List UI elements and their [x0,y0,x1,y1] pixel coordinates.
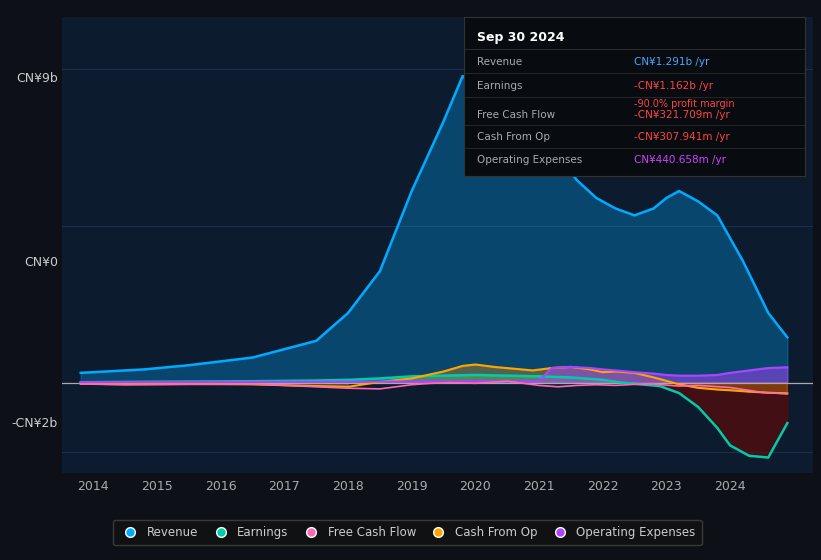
Text: -CN¥1.162b /yr: -CN¥1.162b /yr [635,81,713,91]
Text: -CN¥307.941m /yr: -CN¥307.941m /yr [635,132,730,142]
Text: -CN¥2b: -CN¥2b [11,417,57,431]
Text: Earnings: Earnings [478,81,523,91]
Text: -CN¥321.709m /yr: -CN¥321.709m /yr [635,110,730,120]
Text: Sep 30 2024: Sep 30 2024 [478,31,565,44]
Text: Cash From Op: Cash From Op [478,132,551,142]
Text: CN¥1.291b /yr: CN¥1.291b /yr [635,57,709,67]
Text: CN¥0: CN¥0 [24,256,57,269]
Legend: Revenue, Earnings, Free Cash Flow, Cash From Op, Operating Expenses: Revenue, Earnings, Free Cash Flow, Cash … [112,520,702,545]
Text: CN¥440.658m /yr: CN¥440.658m /yr [635,155,727,165]
Text: Operating Expenses: Operating Expenses [478,155,583,165]
Text: Revenue: Revenue [478,57,523,67]
Text: CN¥9b: CN¥9b [16,72,57,85]
Text: -90.0% profit margin: -90.0% profit margin [635,99,735,109]
Text: Free Cash Flow: Free Cash Flow [478,110,556,120]
